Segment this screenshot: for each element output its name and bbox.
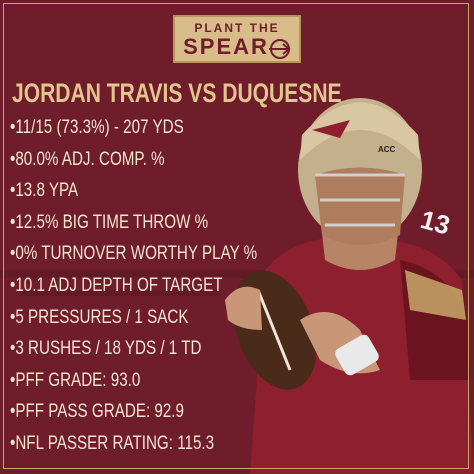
title: JORDAN TRAVIS VS DUQUESNE bbox=[12, 78, 342, 108]
stat-line: •PFF GRADE: 93.0 bbox=[10, 369, 141, 391]
stat-line: •PFF PASS GRADE: 92.9 bbox=[10, 401, 184, 423]
stat-line: •13.8 YPA bbox=[10, 180, 79, 202]
stat-line: •12.5% BIG TIME THROW % bbox=[10, 211, 209, 233]
stat-line: •10.1 ADJ DEPTH OF TARGET bbox=[10, 275, 223, 296]
logo-bottom: SPEAR bbox=[183, 34, 269, 59]
stat-line: •3 RUSHES / 18 YDS / 1 TD bbox=[10, 338, 202, 360]
logo: PLANT THE SPEAR bbox=[173, 15, 301, 63]
helmet-text: ACC bbox=[378, 145, 396, 154]
stat-line: •80.0% ADJ. COMP. % bbox=[10, 148, 165, 170]
stat-line: •NFL PASSER RATING: 115.3 bbox=[10, 433, 215, 454]
stat-line: •0% TURNOVER WORTHY PLAY % bbox=[10, 243, 258, 265]
jersey-number: 13 bbox=[417, 204, 453, 240]
logo-icon bbox=[269, 39, 291, 59]
stat-line: •5 PRESSURES / 1 SACK bbox=[10, 306, 189, 328]
logo-top: PLANT THE bbox=[194, 21, 280, 35]
stat-line: •11/15 (73.3%) - 207 YDS bbox=[10, 117, 184, 138]
